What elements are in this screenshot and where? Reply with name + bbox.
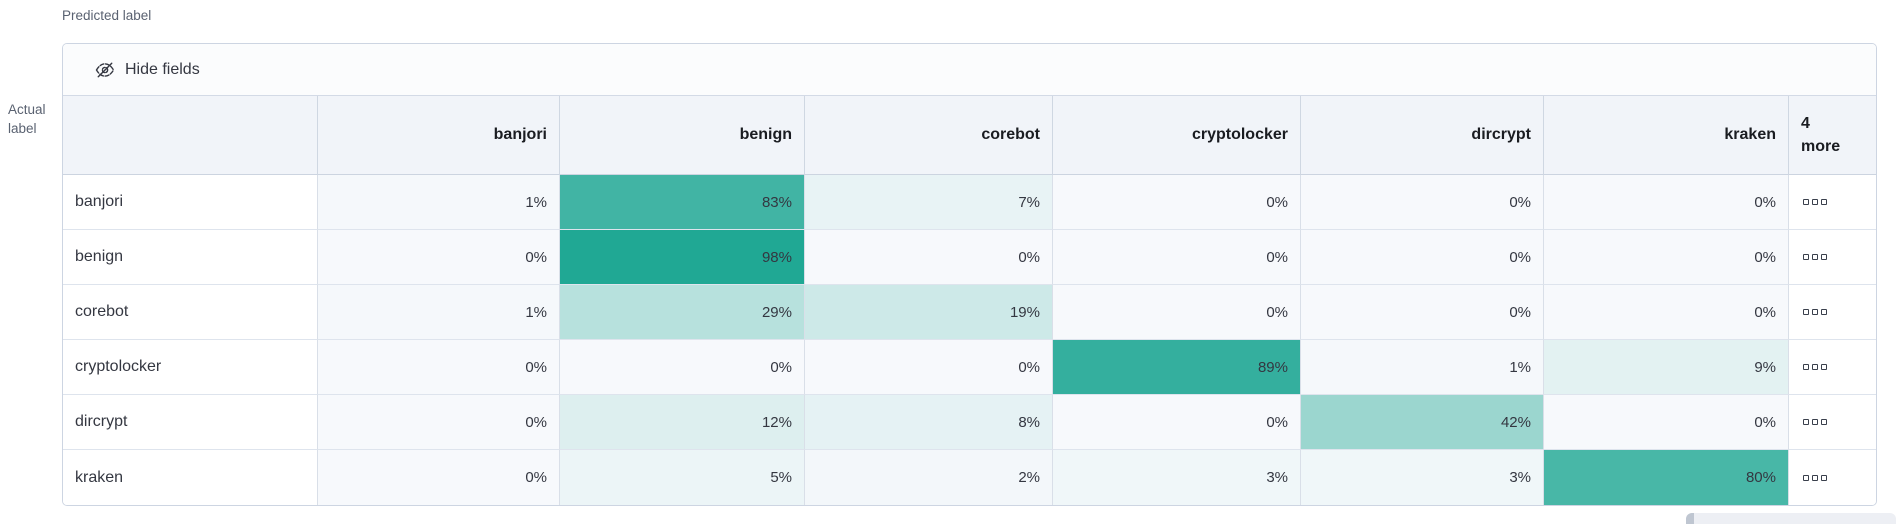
grid-row-dircrypt: dircrypt 0% 12% 8% 0% 42% 0% (63, 395, 1876, 450)
boxes-horizontal-icon (1803, 419, 1809, 425)
cell-cryptolocker-banjori[interactable]: 0% (318, 340, 560, 395)
cell-benign-corebot[interactable]: 0% (805, 230, 1053, 285)
grid-row-cryptolocker: cryptolocker 0% 0% 0% 89% 1% 9% (63, 340, 1876, 395)
boxes-horizontal-icon (1803, 474, 1809, 481)
actual-label-line1: Actual (8, 102, 46, 117)
more-values-cell-banjori[interactable] (1789, 175, 1876, 230)
boxes-horizontal-icon (1821, 474, 1827, 481)
cell-banjori-kraken[interactable]: 0% (1544, 175, 1789, 230)
row-label-benign[interactable]: benign (63, 230, 318, 285)
cell-benign-cryptolocker[interactable]: 0% (1053, 230, 1301, 285)
boxes-horizontal-icon (1803, 254, 1809, 260)
cell-cryptolocker-kraken[interactable]: 9% (1544, 340, 1789, 395)
cell-banjori-dircrypt[interactable]: 0% (1301, 175, 1544, 230)
predicted-label-axis-title: Predicted label (62, 8, 152, 23)
more-values-cell-benign[interactable] (1789, 230, 1876, 285)
boxes-horizontal-icon (1803, 309, 1809, 315)
boxes-horizontal-icon (1812, 309, 1818, 315)
confusion-matrix-grid: banjori benign corebot cryptolocker dircrypt… (63, 96, 1876, 505)
column-header-dircrypt[interactable]: dircrypt (1301, 96, 1544, 175)
column-header-cryptolocker[interactable]: cryptolocker (1053, 96, 1301, 175)
boxes-horizontal-icon (1821, 199, 1827, 205)
grid-header-row: banjori benign corebot cryptolocker dircrypt… (63, 96, 1876, 175)
grid-row-banjori: banjori 1% 83% 7% 0% 0% 0% (63, 175, 1876, 230)
horizontal-scrollbar[interactable] (1686, 513, 1896, 524)
more-values-cell-corebot[interactable] (1789, 285, 1876, 340)
boxes-horizontal-icon (1821, 419, 1827, 425)
more-columns-word: more (1801, 138, 1841, 155)
cell-corebot-banjori[interactable]: 1% (318, 285, 560, 340)
cell-kraken-cryptolocker[interactable]: 3% (1053, 450, 1301, 505)
boxes-horizontal-icon (1821, 364, 1827, 370)
cell-dircrypt-banjori[interactable]: 0% (318, 395, 560, 450)
hide-fields-label: Hide fields (125, 60, 200, 78)
row-label-cryptolocker[interactable]: cryptolocker (63, 340, 318, 395)
cell-dircrypt-benign[interactable]: 12% (560, 395, 805, 450)
actual-label-axis-title: Actual label (8, 100, 60, 138)
cell-corebot-corebot[interactable]: 19% (805, 285, 1053, 340)
cell-kraken-dircrypt[interactable]: 3% (1301, 450, 1544, 505)
grid-row-kraken: kraken 0% 5% 2% 3% 3% 80% (63, 450, 1876, 505)
boxes-horizontal-icon (1812, 419, 1818, 425)
cell-dircrypt-cryptolocker[interactable]: 0% (1053, 395, 1301, 450)
cell-benign-benign[interactable]: 98% (560, 230, 805, 285)
eye-closed-icon (95, 60, 115, 80)
boxes-horizontal-icon (1803, 364, 1809, 370)
cell-banjori-benign[interactable]: 83% (560, 175, 805, 230)
cell-corebot-dircrypt[interactable]: 0% (1301, 285, 1544, 340)
hide-fields-button[interactable]: Hide fields (63, 44, 1876, 96)
cell-corebot-cryptolocker[interactable]: 0% (1053, 285, 1301, 340)
boxes-horizontal-icon (1821, 309, 1827, 315)
column-header-banjori[interactable]: banjori (318, 96, 560, 175)
row-label-banjori[interactable]: banjori (63, 175, 318, 230)
boxes-horizontal-icon (1803, 199, 1809, 205)
horizontal-scrollbar-thumb[interactable] (1686, 513, 1694, 524)
cell-benign-banjori[interactable]: 0% (318, 230, 560, 285)
cell-kraken-corebot[interactable]: 2% (805, 450, 1053, 505)
more-values-cell-kraken[interactable] (1789, 450, 1876, 505)
more-columns-header[interactable]: 4 more (1789, 96, 1876, 175)
cell-benign-dircrypt[interactable]: 0% (1301, 230, 1544, 285)
cell-dircrypt-dircrypt[interactable]: 42% (1301, 395, 1544, 450)
cell-benign-kraken[interactable]: 0% (1544, 230, 1789, 285)
more-values-cell-cryptolocker[interactable] (1789, 340, 1876, 395)
grid-row-corebot: corebot 1% 29% 19% 0% 0% 0% (63, 285, 1876, 340)
boxes-horizontal-icon (1821, 254, 1827, 260)
cell-kraken-banjori[interactable]: 0% (318, 450, 560, 505)
cell-kraken-kraken[interactable]: 80% (1544, 450, 1789, 505)
cell-corebot-benign[interactable]: 29% (560, 285, 805, 340)
more-columns-count: 4 (1801, 115, 1810, 132)
column-header-corebot[interactable]: corebot (805, 96, 1053, 175)
row-label-dircrypt[interactable]: dircrypt (63, 395, 318, 450)
cell-cryptolocker-cryptolocker[interactable]: 89% (1053, 340, 1301, 395)
cell-banjori-cryptolocker[interactable]: 0% (1053, 175, 1301, 230)
corner-header-cell (63, 96, 318, 175)
row-label-kraken[interactable]: kraken (63, 450, 318, 505)
cell-dircrypt-kraken[interactable]: 0% (1544, 395, 1789, 450)
actual-label-line2: label (8, 121, 37, 136)
row-label-corebot[interactable]: corebot (63, 285, 318, 340)
cell-cryptolocker-dircrypt[interactable]: 1% (1301, 340, 1544, 395)
cell-corebot-kraken[interactable]: 0% (1544, 285, 1789, 340)
grid-body: banjori 1% 83% 7% 0% 0% 0% benign 0% 98% 0% 0% 0% 0% c… (63, 175, 1876, 505)
confusion-matrix-panel: Hide fields banjori benign corebot cryptolo… (62, 43, 1877, 506)
boxes-horizontal-icon (1812, 364, 1818, 370)
cell-dircrypt-corebot[interactable]: 8% (805, 395, 1053, 450)
grid-row-benign: benign 0% 98% 0% 0% 0% 0% (63, 230, 1876, 285)
more-values-cell-dircrypt[interactable] (1789, 395, 1876, 450)
column-header-kraken[interactable]: kraken (1544, 96, 1789, 175)
cell-banjori-banjori[interactable]: 1% (318, 175, 560, 230)
cell-cryptolocker-benign[interactable]: 0% (560, 340, 805, 395)
boxes-horizontal-icon (1812, 199, 1818, 205)
cell-cryptolocker-corebot[interactable]: 0% (805, 340, 1053, 395)
cell-banjori-corebot[interactable]: 7% (805, 175, 1053, 230)
boxes-horizontal-icon (1812, 254, 1818, 260)
column-header-benign[interactable]: benign (560, 96, 805, 175)
cell-kraken-benign[interactable]: 5% (560, 450, 805, 505)
boxes-horizontal-icon (1812, 474, 1818, 481)
